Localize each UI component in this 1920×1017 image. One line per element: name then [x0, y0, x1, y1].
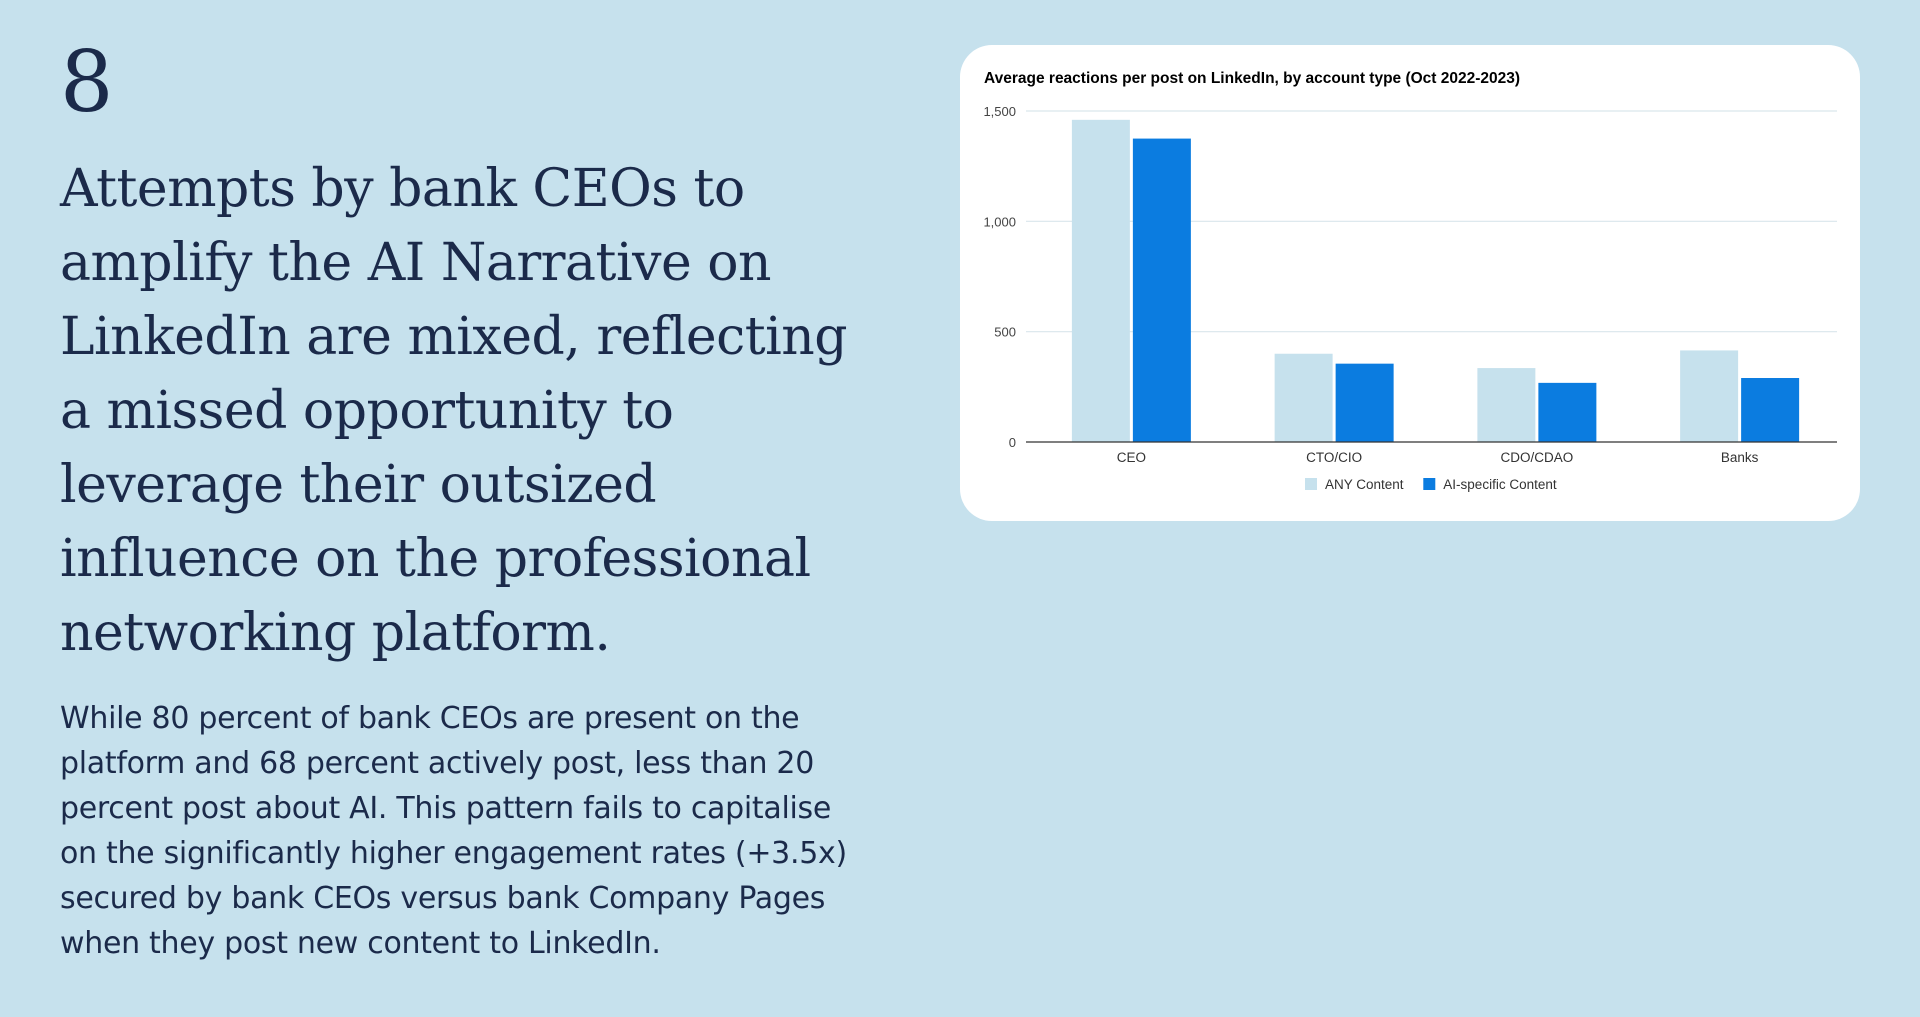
- bar-chart: Average reactions per post on LinkedIn, …: [983, 70, 1837, 492]
- axes: 0 500 1,000 1,500 CEO CTO/CIO CDO/CDAO Banks: [983, 104, 1837, 465]
- chart-card: Average reactions per post on LinkedIn, …: [960, 45, 1860, 521]
- y-tick-label: 0: [1009, 435, 1016, 450]
- bar-ai-specific-content: [1335, 363, 1394, 442]
- legend-swatch: [1423, 478, 1436, 490]
- bar-any-content: [1680, 350, 1739, 442]
- x-tick-label: CEO: [1117, 450, 1146, 465]
- bar-ai-specific-content: [1132, 138, 1191, 442]
- legend-label: AI-specific Content: [1443, 477, 1557, 492]
- x-tick-label: CDO/CDAO: [1500, 450, 1573, 465]
- headline: Attempts by bank CEOs to amplify the AI …: [60, 159, 848, 663]
- legend-swatch: [1305, 478, 1317, 490]
- y-tick-label: 500: [994, 325, 1016, 340]
- bars: [1071, 119, 1800, 443]
- bar-ai-specific-content: [1741, 378, 1800, 442]
- bar-any-content: [1071, 119, 1130, 443]
- bar-any-content: [1477, 368, 1536, 442]
- y-tick-label: 1,000: [983, 214, 1016, 229]
- y-tick-label: 1,500: [983, 104, 1016, 119]
- x-tick-label: Banks: [1721, 450, 1759, 465]
- bar-ai-specific-content: [1538, 382, 1597, 442]
- legend-label: ANY Content: [1325, 477, 1404, 492]
- x-tick-label: CTO/CIO: [1306, 450, 1362, 465]
- slide-number: 8: [60, 33, 114, 131]
- text-panel: 8 Attempts by bank CEOs to amplify the A…: [60, 40, 860, 966]
- legend: ANY Content AI-specific Content: [1305, 477, 1557, 492]
- chart-title: Average reactions per post on LinkedIn, …: [984, 70, 1520, 87]
- bar-any-content: [1274, 353, 1333, 442]
- body-paragraph: While 80 percent of bank CEOs are presen…: [60, 701, 847, 961]
